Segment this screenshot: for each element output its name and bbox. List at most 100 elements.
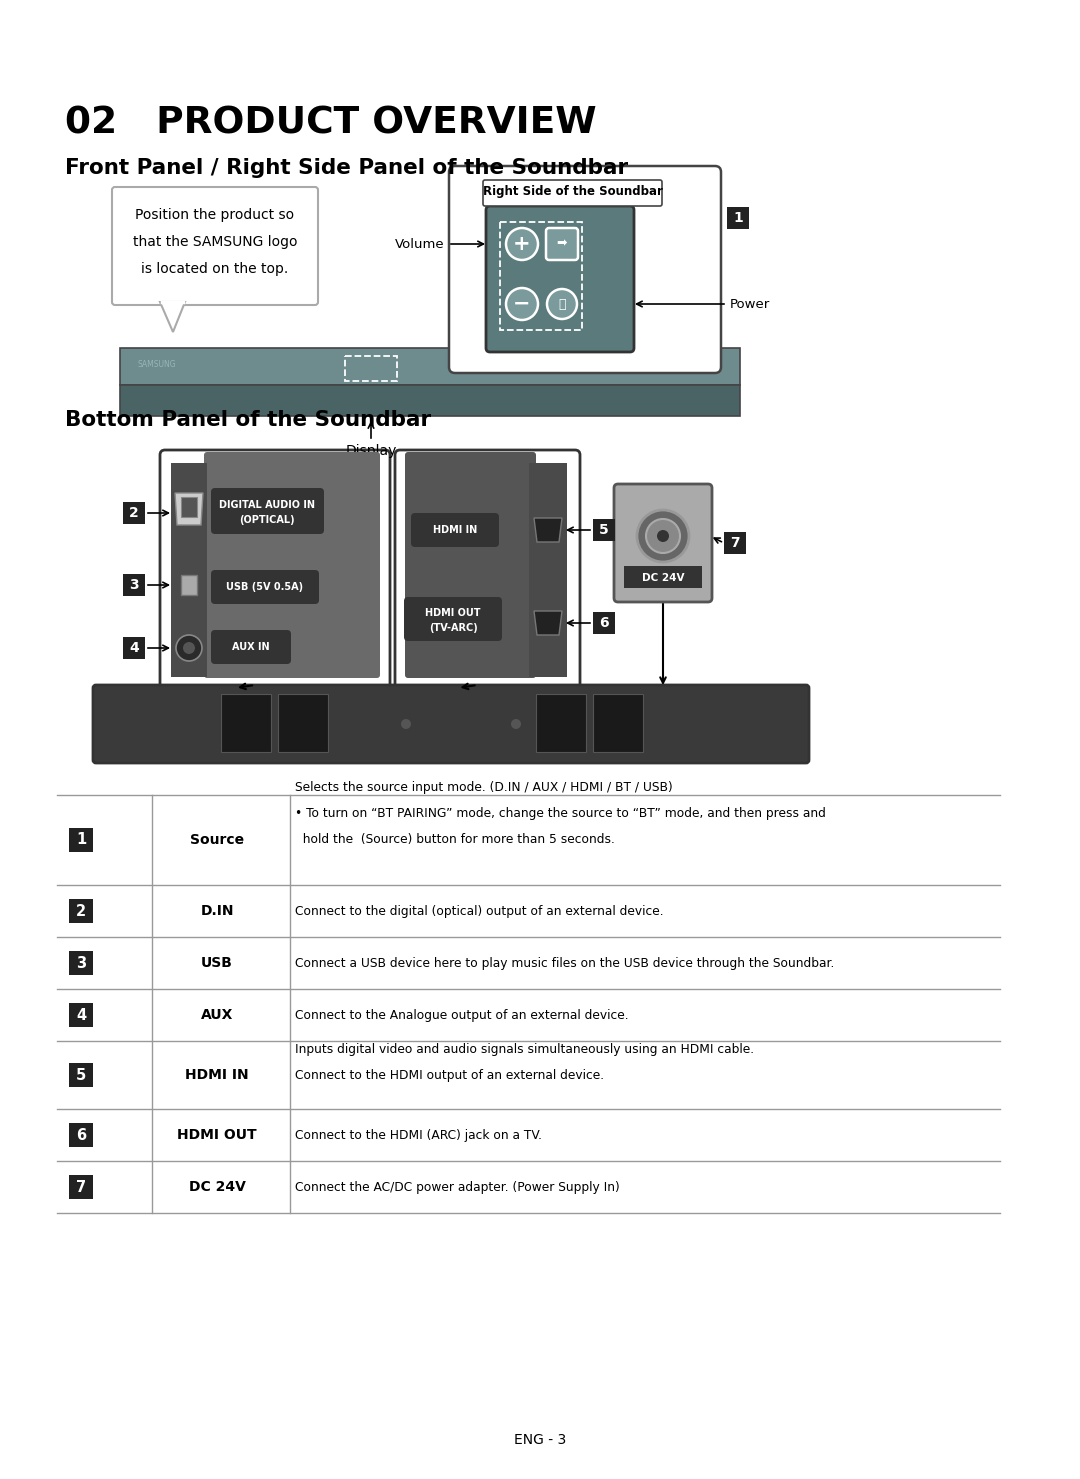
Text: • To turn on “BT PAIRING” mode, change the source to “BT” mode, and then press a: • To turn on “BT PAIRING” mode, change t… xyxy=(295,808,826,821)
Bar xyxy=(123,501,145,524)
Text: Connect to the HDMI (ARC) jack on a TV.: Connect to the HDMI (ARC) jack on a TV. xyxy=(295,1128,542,1142)
FancyBboxPatch shape xyxy=(160,450,390,691)
Bar xyxy=(724,532,746,555)
Bar xyxy=(181,497,197,518)
Text: 3: 3 xyxy=(76,955,86,970)
Bar xyxy=(278,694,328,751)
Text: Power: Power xyxy=(730,297,770,311)
Text: (TV-ARC): (TV-ARC) xyxy=(429,623,477,633)
FancyBboxPatch shape xyxy=(483,180,662,206)
Bar xyxy=(221,694,271,751)
FancyBboxPatch shape xyxy=(615,484,712,602)
Bar xyxy=(69,1063,93,1087)
Text: Bottom Panel of the Soundbar: Bottom Panel of the Soundbar xyxy=(65,410,431,430)
Text: USB (5V 0.5A): USB (5V 0.5A) xyxy=(227,583,303,592)
Text: HDMI IN: HDMI IN xyxy=(185,1068,248,1083)
Text: AUX IN: AUX IN xyxy=(232,642,270,652)
Polygon shape xyxy=(120,386,740,416)
Circle shape xyxy=(511,719,521,729)
Text: HDMI OUT: HDMI OUT xyxy=(426,608,481,618)
Bar xyxy=(593,612,615,634)
Circle shape xyxy=(183,642,195,654)
Text: Inputs digital video and audio signals simultaneously using an HDMI cable.: Inputs digital video and audio signals s… xyxy=(295,1043,754,1056)
Circle shape xyxy=(657,529,669,541)
Text: DC 24V: DC 24V xyxy=(189,1180,245,1194)
Text: 3: 3 xyxy=(130,578,139,592)
Bar xyxy=(69,951,93,975)
Text: Front Panel / Right Side Panel of the Soundbar: Front Panel / Right Side Panel of the So… xyxy=(65,158,629,177)
Text: 7: 7 xyxy=(76,1179,86,1195)
Bar xyxy=(624,566,702,589)
Circle shape xyxy=(507,288,538,319)
FancyBboxPatch shape xyxy=(112,186,318,305)
Text: (OPTICAL): (OPTICAL) xyxy=(239,515,295,525)
Text: is located on the top.: is located on the top. xyxy=(141,262,288,277)
Text: 5: 5 xyxy=(599,524,609,537)
Circle shape xyxy=(507,228,538,260)
Bar xyxy=(181,575,197,595)
Bar xyxy=(727,207,750,229)
Text: Source: Source xyxy=(190,833,244,847)
Text: 02   PRODUCT OVERVIEW: 02 PRODUCT OVERVIEW xyxy=(65,105,596,141)
Polygon shape xyxy=(534,518,562,541)
Text: D.IN: D.IN xyxy=(200,904,233,918)
Text: SAMSUNG: SAMSUNG xyxy=(138,359,177,368)
FancyBboxPatch shape xyxy=(411,513,499,547)
Text: 1: 1 xyxy=(76,833,86,847)
Text: hold the  (Source) button for more than 5 seconds.: hold the (Source) button for more than 5… xyxy=(295,834,615,846)
Circle shape xyxy=(401,719,411,729)
Bar xyxy=(171,463,207,677)
Bar xyxy=(536,694,586,751)
Text: HDMI OUT: HDMI OUT xyxy=(177,1128,257,1142)
Polygon shape xyxy=(534,611,562,634)
FancyBboxPatch shape xyxy=(546,228,578,260)
Text: DIGITAL AUDIO IN: DIGITAL AUDIO IN xyxy=(219,500,315,510)
Text: HDMI IN: HDMI IN xyxy=(433,525,477,535)
Circle shape xyxy=(546,288,577,319)
Text: that the SAMSUNG logo: that the SAMSUNG logo xyxy=(133,235,297,248)
Bar xyxy=(123,574,145,596)
Text: Connect a USB device here to play music files on the USB device through the Soun: Connect a USB device here to play music … xyxy=(295,957,835,970)
FancyBboxPatch shape xyxy=(405,453,536,677)
FancyBboxPatch shape xyxy=(211,569,319,603)
Text: 6: 6 xyxy=(76,1127,86,1142)
Text: −: − xyxy=(513,294,530,314)
FancyBboxPatch shape xyxy=(93,685,809,763)
FancyBboxPatch shape xyxy=(211,488,324,534)
Text: Volume: Volume xyxy=(395,238,445,250)
Text: 2: 2 xyxy=(130,506,139,521)
Polygon shape xyxy=(160,302,185,331)
Text: ENG - 3: ENG - 3 xyxy=(514,1433,566,1446)
Text: Position the product so: Position the product so xyxy=(135,209,295,222)
Text: 5: 5 xyxy=(76,1068,86,1083)
Bar xyxy=(69,1123,93,1148)
Bar xyxy=(593,694,643,751)
Bar xyxy=(69,1003,93,1026)
Text: Connect to the HDMI output of an external device.: Connect to the HDMI output of an externa… xyxy=(295,1068,604,1081)
Circle shape xyxy=(176,634,202,661)
FancyBboxPatch shape xyxy=(395,450,580,691)
Text: +: + xyxy=(513,234,530,254)
Text: DC 24V: DC 24V xyxy=(642,572,685,583)
FancyBboxPatch shape xyxy=(486,206,634,352)
Text: USB: USB xyxy=(201,955,233,970)
Text: Connect to the Analogue output of an external device.: Connect to the Analogue output of an ext… xyxy=(295,1009,629,1022)
Bar xyxy=(69,1174,93,1199)
Bar xyxy=(529,463,567,677)
Bar xyxy=(593,519,615,541)
Text: Display: Display xyxy=(346,444,396,458)
Text: Right Side of the Soundbar: Right Side of the Soundbar xyxy=(483,185,662,198)
Text: AUX: AUX xyxy=(201,1009,233,1022)
Text: ➡: ➡ xyxy=(557,238,567,250)
Circle shape xyxy=(646,519,680,553)
Bar xyxy=(69,899,93,923)
Polygon shape xyxy=(120,348,740,386)
Text: ⏻: ⏻ xyxy=(558,297,566,311)
Bar xyxy=(123,637,145,660)
Circle shape xyxy=(637,510,689,562)
Text: 6: 6 xyxy=(599,615,609,630)
Text: 1: 1 xyxy=(733,211,743,225)
Text: Selects the source input mode. (D.IN / AUX / HDMI / BT / USB): Selects the source input mode. (D.IN / A… xyxy=(295,781,673,794)
Text: 4: 4 xyxy=(76,1007,86,1022)
Text: 7: 7 xyxy=(730,535,740,550)
